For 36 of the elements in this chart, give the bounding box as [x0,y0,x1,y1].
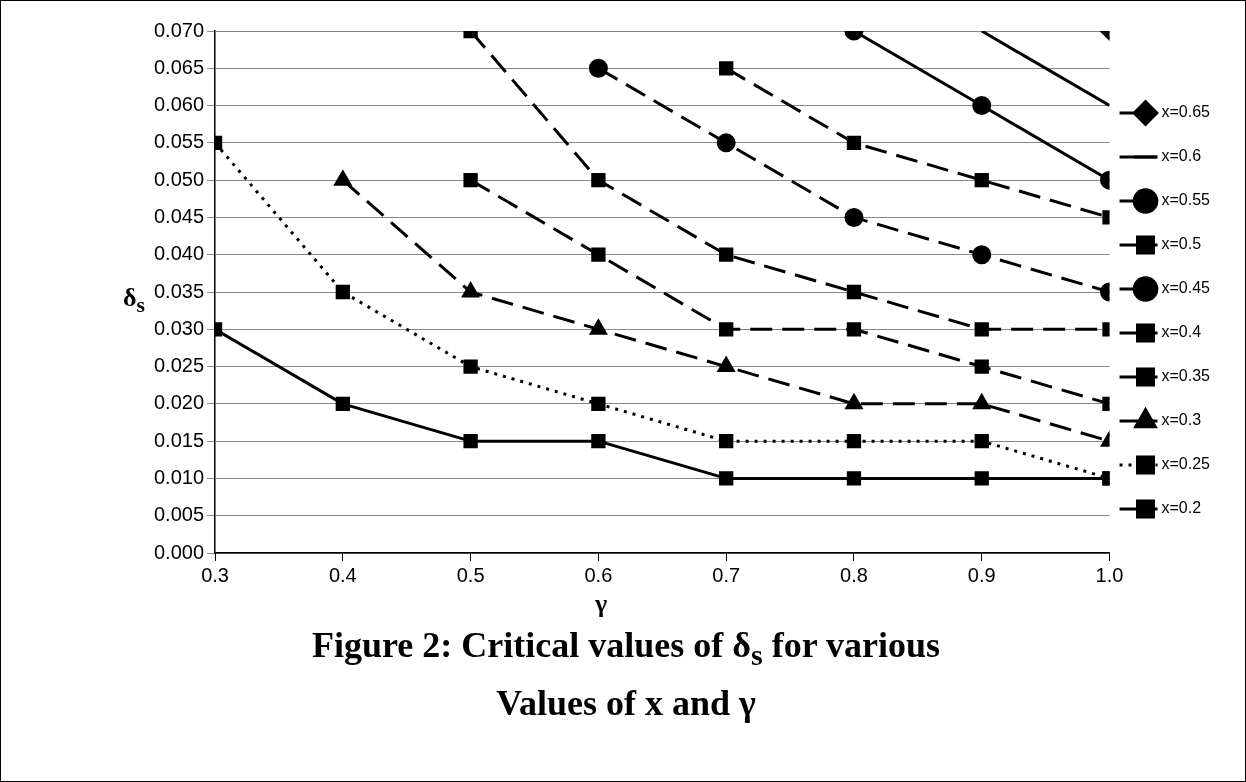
legend-label: x=0.65 [1161,103,1211,121]
x-tick-label: 0.4 [328,563,357,586]
x-tick-label: 1.0 [1095,563,1124,586]
x-tick-label: 0.5 [456,563,485,586]
y-tick-label: 0.070 [153,18,205,41]
legend-label: x=0.55 [1161,191,1211,209]
y-tick-label: 0.055 [153,130,205,153]
y-tick-label: 0.000 [153,540,205,563]
legend-label: x=0.6 [1161,147,1202,165]
x-tick-label: 0.3 [201,563,229,586]
legend-label: x=0.45 [1161,279,1211,297]
x-axis-title: γ [593,589,609,619]
legend-label: x=0.3 [1161,411,1202,429]
y-tick-label: 0.030 [153,316,205,339]
x-tick-label: 0.6 [584,563,613,586]
x-tick-label: 0.7 [712,563,741,586]
y-tick-label: 0.045 [153,204,205,227]
y-tick-label: 0.005 [153,503,205,526]
y-tick-label: 0.010 [153,465,205,488]
y-tick-label: 0.035 [153,279,205,302]
text: Figure 2: Critical values of δ$_{s}$ for various Values of x and γ [311,624,941,725]
y-tick-label: 0.025 [153,354,205,377]
legend-label: x=0.35 [1161,367,1211,385]
legend-label: x=0.25 [1161,455,1211,473]
y-tick-label: 0.065 [153,55,205,78]
y-tick-label: 0.050 [153,167,205,190]
legend-label: x=0.5 [1161,235,1202,253]
x-tick-label: 0.9 [967,563,996,586]
legend-label: x=0.4 [1161,323,1202,341]
legend-label: x=0.2 [1161,499,1202,517]
y-tick-label: 0.020 [153,391,205,414]
y-tick-label: 0.040 [153,242,205,265]
y-axis-title: δ$_{s}$ [123,283,145,319]
x-tick-label: 0.8 [840,563,868,586]
y-tick-label: 0.060 [153,93,205,116]
y-tick-label: 0.015 [153,428,205,451]
